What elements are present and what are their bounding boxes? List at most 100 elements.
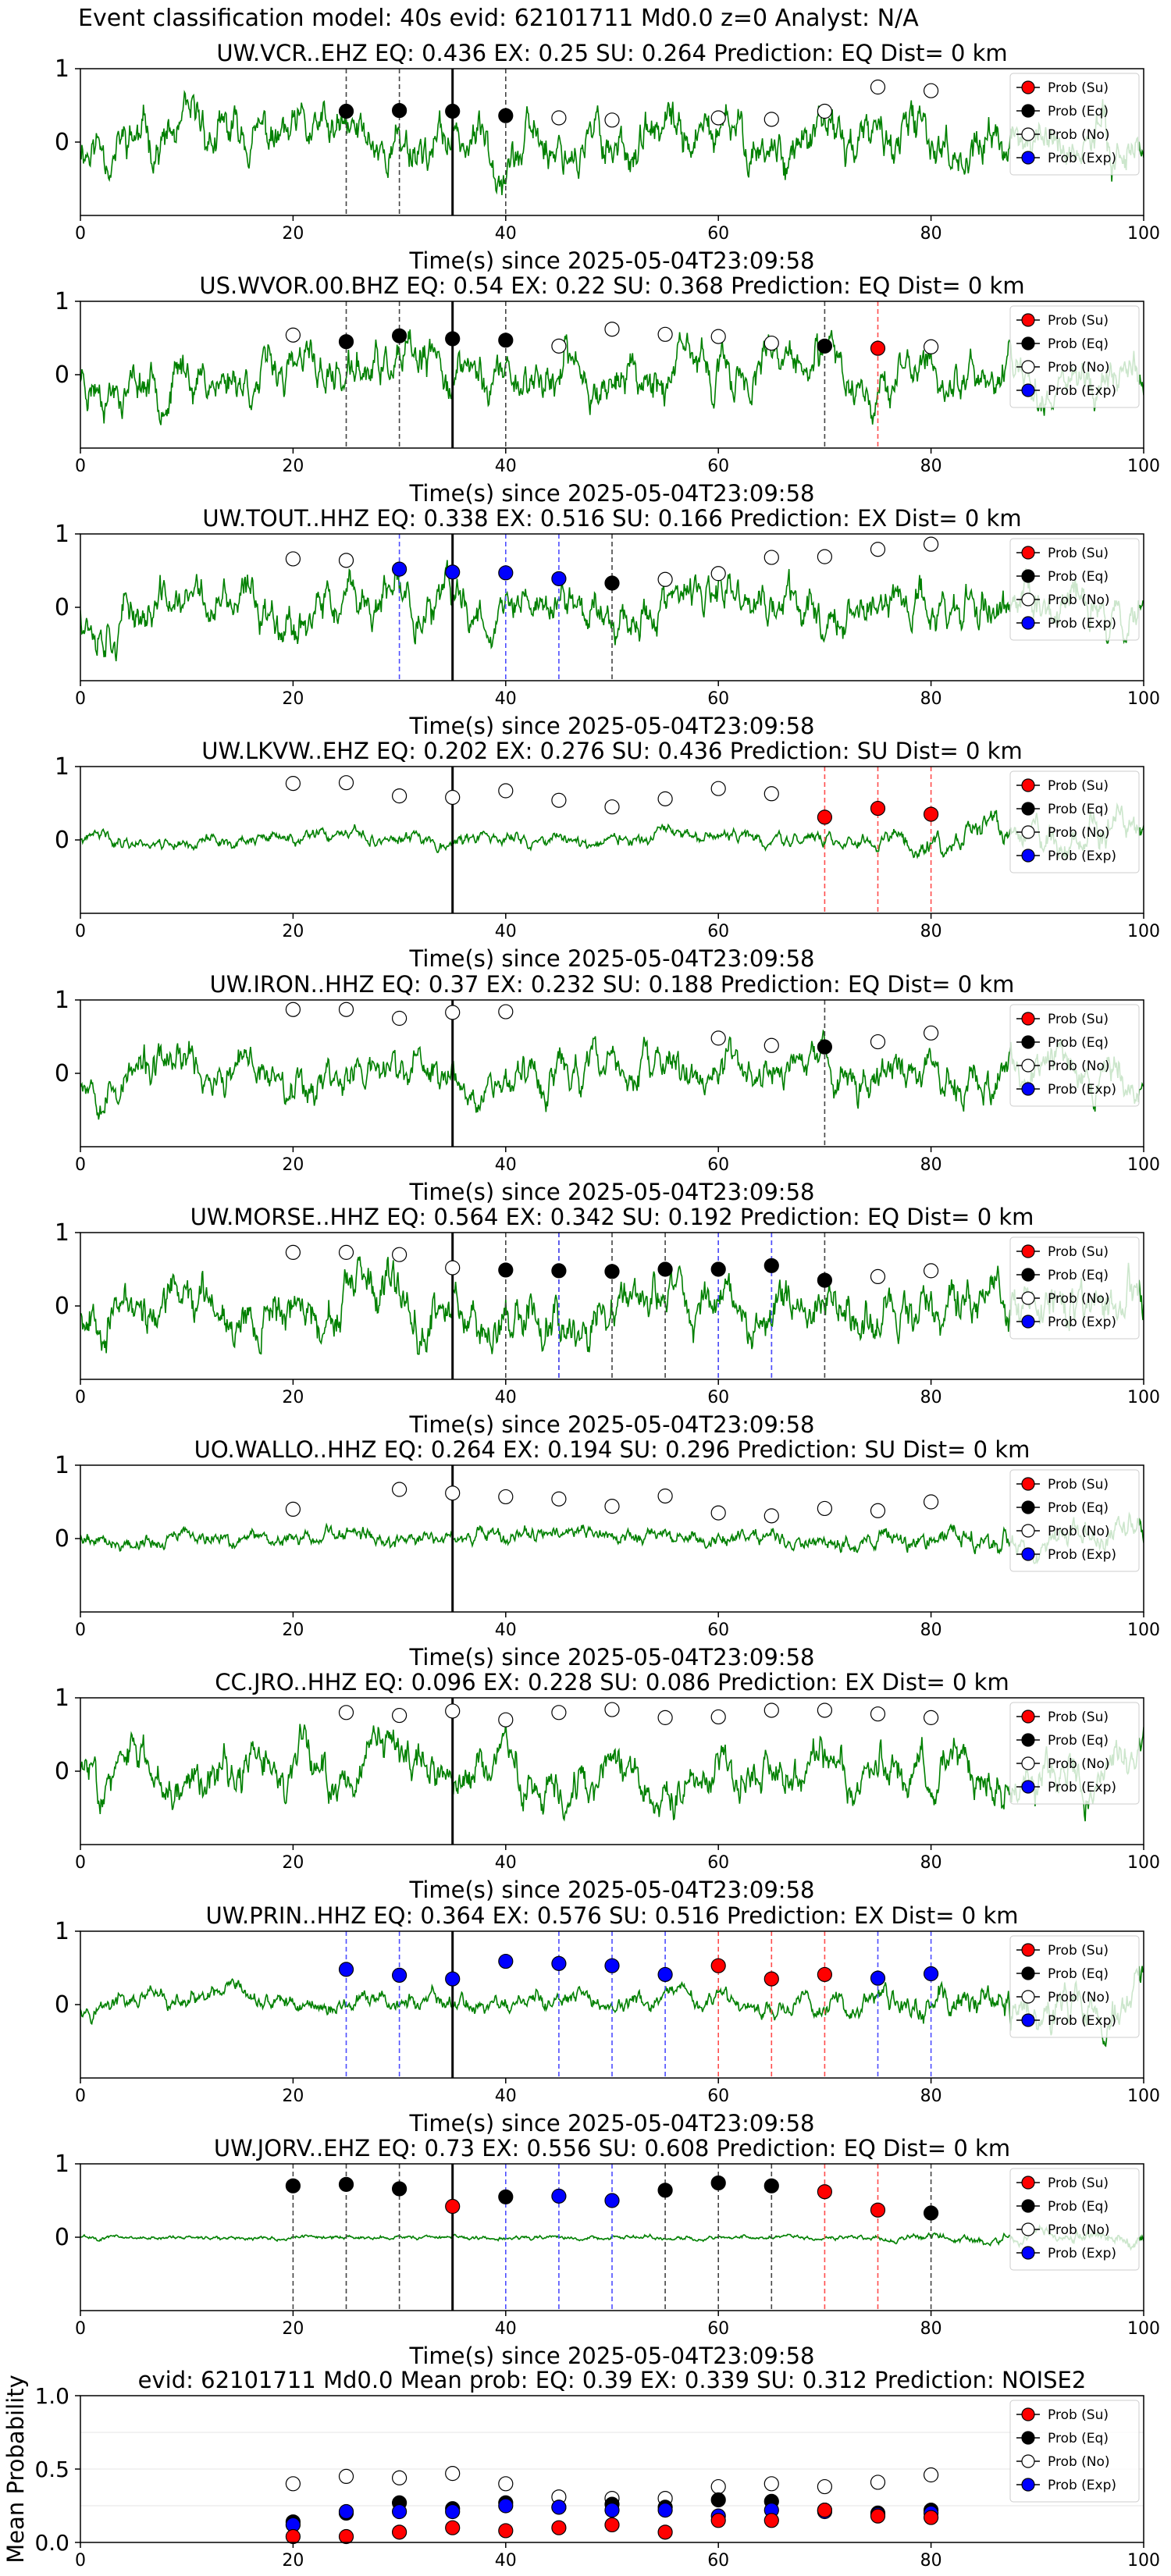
x-axis-label: Time(s) since 2025-05-04T23:09:58 bbox=[409, 480, 815, 507]
x-tick-label: 80 bbox=[920, 922, 942, 941]
prob-point-exp bbox=[870, 1970, 886, 1986]
prob-point-exp bbox=[604, 2193, 620, 2208]
prob-point-no bbox=[338, 1244, 354, 1260]
x-tick-label: 60 bbox=[707, 1388, 729, 1407]
prob-point-no bbox=[604, 799, 620, 815]
x-axis-label: Time(s) since 2025-05-04T23:09:58 bbox=[409, 2343, 815, 2369]
legend-label-exp: Prob (Exp) bbox=[1048, 2478, 1116, 2493]
prob-point-no bbox=[285, 327, 301, 343]
y-tick-label: 1.0 bbox=[34, 2383, 69, 2409]
prob-point-eq bbox=[604, 1264, 620, 1279]
x-tick-label: 20 bbox=[282, 922, 304, 941]
subplot-0: 0 20 40 60 80 100 0 1 UW.VCR..EHZ EQ: 0.436 EX: … bbox=[55, 40, 1160, 274]
x-tick-label: 60 bbox=[707, 1853, 729, 1873]
prob-point-su bbox=[817, 1966, 833, 1983]
legend-label-eq: Prob (Eq) bbox=[1048, 1268, 1109, 1283]
prob-point-eq bbox=[338, 334, 354, 350]
legend-marker-su bbox=[1021, 1943, 1035, 1957]
legend-box bbox=[1009, 1702, 1140, 1805]
y-tick-label: 0 bbox=[55, 1293, 69, 1320]
x-tick-label: 100 bbox=[1127, 689, 1160, 709]
x-tick-label: 100 bbox=[1127, 224, 1160, 244]
y-tick-label: 1 bbox=[55, 1452, 69, 1479]
legend-label-exp: Prob (Exp) bbox=[1048, 1547, 1116, 1563]
prob-point-exp bbox=[923, 1966, 939, 1982]
prob-point-su bbox=[710, 1958, 726, 1973]
prob-point-no bbox=[870, 542, 886, 557]
prob-point-no bbox=[285, 776, 301, 792]
legend-marker-eq bbox=[1021, 1035, 1035, 1049]
x-tick-label: 100 bbox=[1127, 457, 1160, 476]
prob-point-no bbox=[551, 1491, 567, 1507]
legend-label-exp: Prob (Exp) bbox=[1048, 383, 1116, 399]
prob-point-no bbox=[498, 1489, 514, 1505]
prob-point-exp bbox=[392, 2503, 408, 2520]
x-tick-label: 20 bbox=[282, 689, 304, 709]
prob-point-no bbox=[763, 335, 779, 351]
y-tick-label: 1 bbox=[55, 987, 69, 1014]
y-tick-label: 0 bbox=[55, 1525, 69, 1553]
legend-marker-exp bbox=[1021, 2246, 1035, 2260]
x-tick-label: 100 bbox=[1127, 1155, 1160, 1175]
legend-label-su: Prob (Su) bbox=[1048, 1477, 1109, 1493]
prob-point-no bbox=[763, 550, 779, 565]
prob-point-eq bbox=[498, 2189, 514, 2204]
x-tick-label: 80 bbox=[920, 224, 942, 244]
prob-point-su bbox=[763, 1971, 779, 1987]
legend: Prob (Su) Prob (Eq) Prob (No) Prob (Exp) bbox=[1009, 2400, 1140, 2503]
x-axis-label: Time(s) since 2025-05-04T23:09:58 bbox=[409, 1179, 815, 1205]
y-tick-label: 1 bbox=[55, 1685, 69, 1712]
prob-point-exp bbox=[551, 571, 567, 586]
prob-point-eq bbox=[817, 338, 833, 354]
legend-label-no: Prob (No) bbox=[1048, 592, 1110, 608]
x-tick-label: 20 bbox=[282, 1155, 304, 1175]
waveform-trace bbox=[80, 1721, 1144, 1822]
prob-point-no bbox=[763, 2476, 779, 2492]
prob-point-no bbox=[498, 1004, 514, 1019]
legend-marker-eq bbox=[1021, 104, 1035, 118]
y-tick-label: 1 bbox=[55, 1219, 69, 1247]
y-tick-label: 0 bbox=[55, 594, 69, 621]
y-tick-label: 0 bbox=[55, 1060, 69, 1087]
legend-box bbox=[1009, 538, 1140, 641]
prob-point-no bbox=[870, 79, 886, 95]
prob-point-no bbox=[285, 551, 301, 567]
x-axis-label: Time(s) since 2025-05-04T23:09:58 bbox=[409, 945, 815, 972]
legend-label-su: Prob (Su) bbox=[1048, 2407, 1109, 2423]
x-tick-label: 40 bbox=[495, 457, 517, 476]
prob-point-no bbox=[657, 1488, 673, 1504]
subplot-title: UW.MORSE..HHZ EQ: 0.564 EX: 0.342 SU: 0.… bbox=[190, 1204, 1034, 1230]
y-tick-label: 0 bbox=[55, 361, 69, 389]
prob-point-no bbox=[445, 1703, 461, 1719]
legend-marker-su bbox=[1021, 778, 1035, 792]
legend-label-su: Prob (Su) bbox=[1048, 778, 1109, 794]
prob-point-no bbox=[657, 791, 673, 806]
x-tick-label: 80 bbox=[920, 2319, 942, 2339]
legend: Prob (Su) Prob (Eq) Prob (No) Prob (Exp) bbox=[1009, 1935, 1140, 2038]
prob-point-no bbox=[923, 536, 939, 552]
subplot-1: 0 20 40 60 80 100 0 1 US.WVOR.00.BHZ EQ: 0.54 EX… bbox=[55, 272, 1160, 507]
prob-point-eq bbox=[551, 1263, 567, 1279]
prob-point-no bbox=[710, 329, 726, 344]
subplot-6: 0 20 40 60 80 100 0 1 UO.WALLO..HHZ EQ: 0.264 EX… bbox=[55, 1436, 1160, 1670]
prob-point-su bbox=[551, 2520, 567, 2535]
y-tick-label: 1 bbox=[55, 2151, 69, 2178]
legend-label-exp: Prob (Exp) bbox=[1048, 849, 1116, 864]
x-tick-label: 100 bbox=[1127, 1388, 1160, 1407]
prob-point-su bbox=[817, 2503, 833, 2518]
legend-label-eq: Prob (Eq) bbox=[1048, 802, 1109, 817]
x-tick-label: 0 bbox=[75, 689, 86, 709]
prob-point-no bbox=[923, 1025, 939, 1041]
x-tick-label: 20 bbox=[282, 1388, 304, 1407]
prob-point-eq bbox=[445, 103, 461, 119]
legend-label-exp: Prob (Exp) bbox=[1048, 151, 1116, 166]
legend-label-no: Prob (No) bbox=[1048, 2222, 1110, 2238]
prob-point-eq bbox=[392, 2181, 408, 2197]
legend-label-no: Prob (No) bbox=[1048, 1059, 1110, 1074]
y-tick-label: 0 bbox=[55, 827, 69, 854]
subplot-title: UW.LKVW..EHZ EQ: 0.202 EX: 0.276 SU: 0.4… bbox=[201, 738, 1022, 764]
prob-point-exp bbox=[551, 1955, 567, 1971]
prob-point-eq bbox=[923, 2205, 939, 2221]
subplot-4: 0 20 40 60 80 100 0 1 UW.IRON..HHZ EQ: 0.37 EX: … bbox=[55, 971, 1160, 1205]
prob-point-no bbox=[392, 2470, 408, 2485]
